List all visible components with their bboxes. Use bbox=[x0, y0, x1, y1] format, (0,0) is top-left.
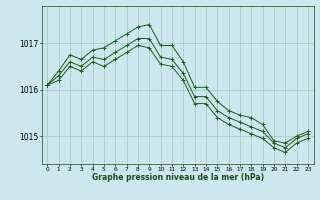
X-axis label: Graphe pression niveau de la mer (hPa): Graphe pression niveau de la mer (hPa) bbox=[92, 173, 264, 182]
